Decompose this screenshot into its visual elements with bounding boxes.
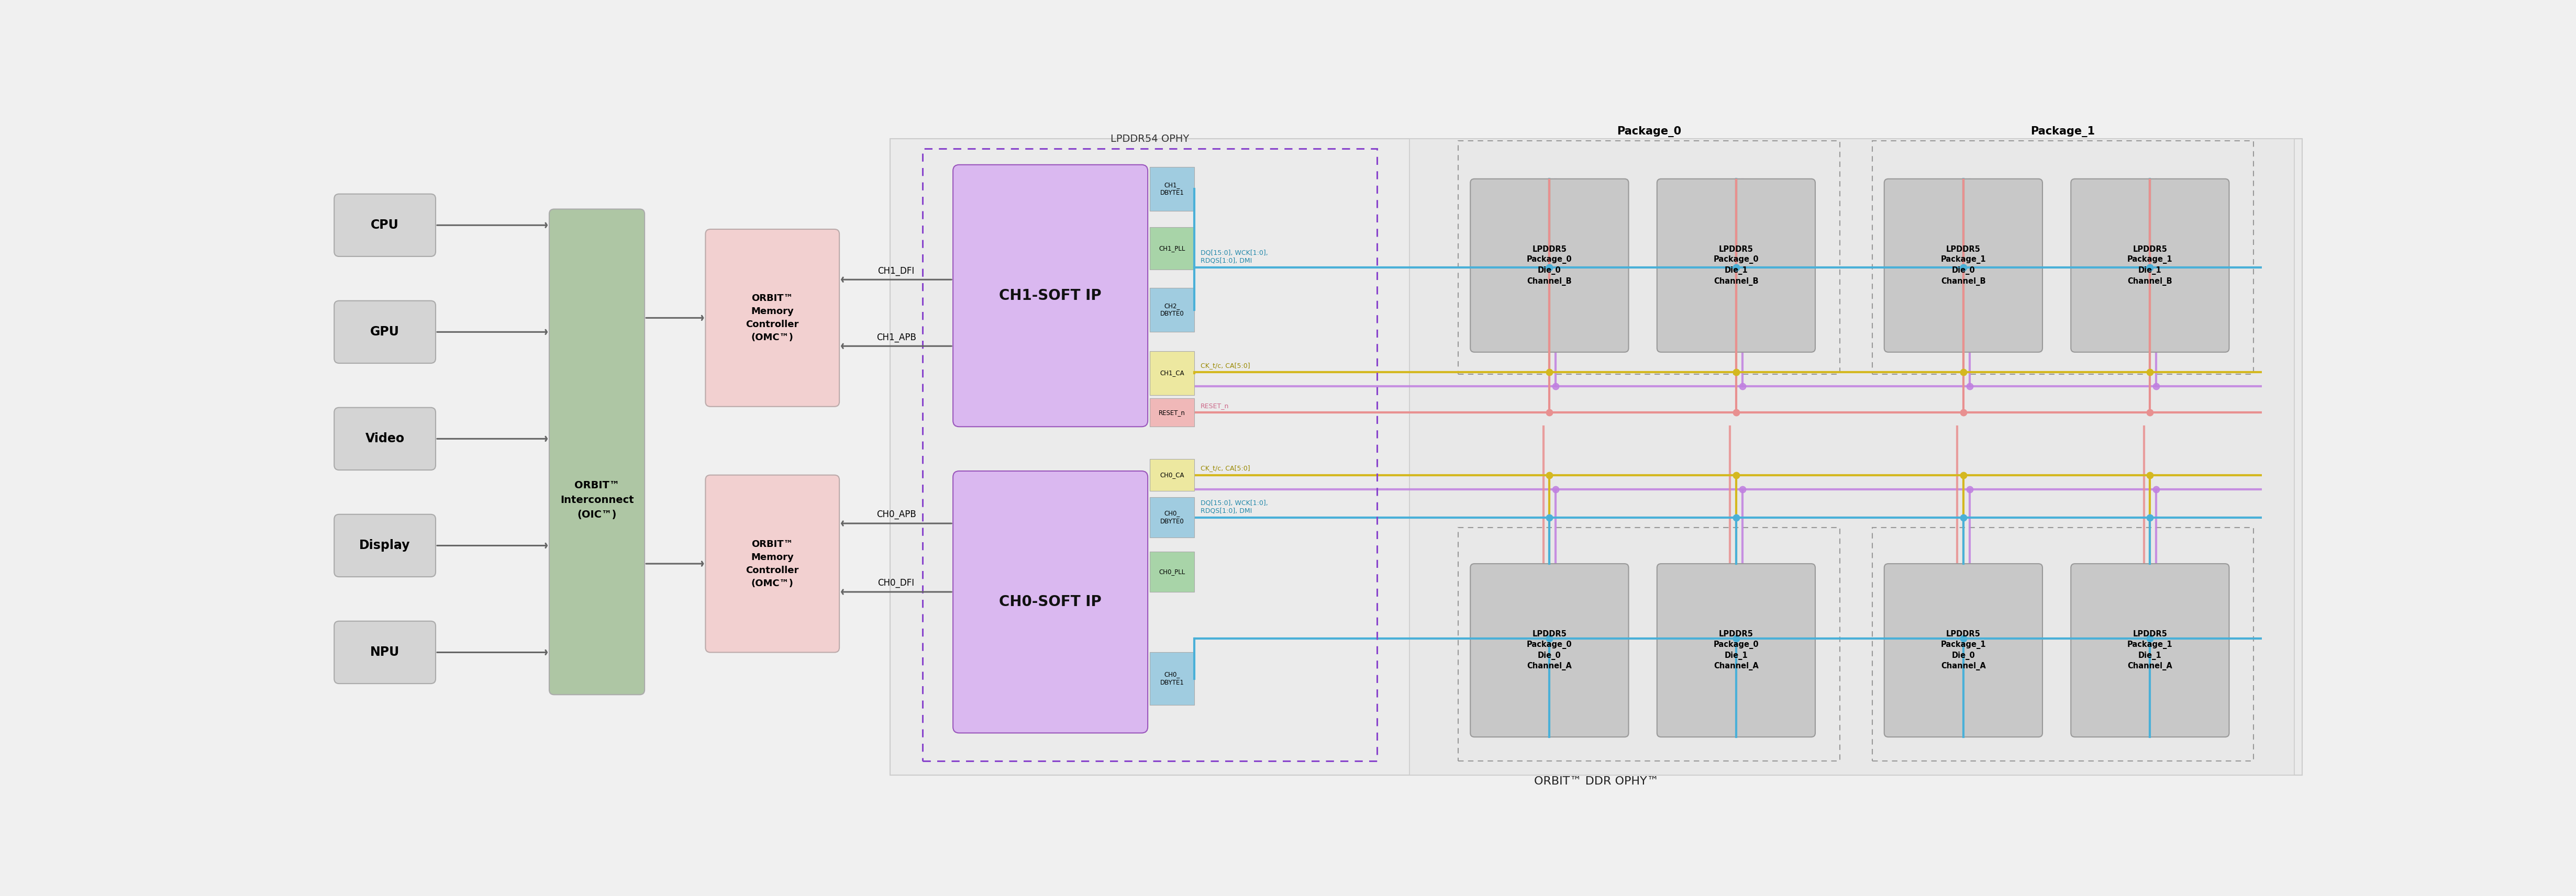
Text: ORBIT™
Memory
Controller
(OMC™): ORBIT™ Memory Controller (OMC™) (747, 539, 799, 588)
Text: ORBIT™
Interconnect
(OIC™): ORBIT™ Interconnect (OIC™) (559, 480, 634, 520)
Text: CH1-SOFT IP: CH1-SOFT IP (999, 289, 1103, 303)
FancyBboxPatch shape (549, 209, 644, 694)
Text: CPU: CPU (371, 219, 399, 231)
Text: ORBIT™
Memory
Controller
(OMC™): ORBIT™ Memory Controller (OMC™) (747, 294, 799, 342)
Bar (1149, 167, 1195, 211)
Text: CH2_
DBYTE0: CH2_ DBYTE0 (1159, 303, 1185, 317)
Text: CH0-SOFT IP: CH0-SOFT IP (999, 595, 1103, 609)
FancyBboxPatch shape (2071, 179, 2228, 352)
Text: CH1_DFI: CH1_DFI (878, 266, 914, 276)
FancyBboxPatch shape (1656, 564, 1816, 737)
Text: DQ[15:0], WCK[1:0],
RDQS[1:0], DMI: DQ[15:0], WCK[1:0], RDQS[1:0], DMI (1200, 499, 1267, 514)
Bar (1149, 497, 1195, 538)
Text: LPDDR5
Package_1
Die_0
Channel_A: LPDDR5 Package_1 Die_0 Channel_A (1940, 630, 1986, 670)
Text: CH0_CA: CH0_CA (1159, 471, 1185, 478)
Text: LPDDR5
Package_0
Die_1
Channel_A: LPDDR5 Package_0 Die_1 Channel_A (1713, 630, 1759, 670)
FancyBboxPatch shape (335, 301, 435, 363)
Text: CH1_APB: CH1_APB (876, 332, 917, 342)
Bar (1149, 399, 1195, 426)
Bar (1149, 228, 1195, 270)
Text: LPDDR5
Package_0
Die_1
Channel_B: LPDDR5 Package_0 Die_1 Channel_B (1713, 246, 1759, 286)
FancyBboxPatch shape (706, 475, 840, 652)
FancyBboxPatch shape (335, 621, 435, 684)
Bar (891, 139, 2303, 775)
Text: CH0_PLL: CH0_PLL (1159, 568, 1185, 575)
Text: LPDDR54 OPHY: LPDDR54 OPHY (1110, 134, 1190, 143)
Text: RESET_n: RESET_n (1159, 409, 1185, 416)
Text: Package_1: Package_1 (2030, 126, 2094, 137)
Text: LPDDR5
Package_0
Die_0
Channel_B: LPDDR5 Package_0 Die_0 Channel_B (1528, 246, 1571, 286)
FancyBboxPatch shape (706, 229, 840, 407)
FancyBboxPatch shape (1883, 564, 2043, 737)
Text: CH0_DFI: CH0_DFI (878, 579, 914, 588)
Text: LPDDR5
Package_0
Die_0
Channel_A: LPDDR5 Package_0 Die_0 Channel_A (1528, 630, 1571, 670)
FancyBboxPatch shape (1471, 179, 1628, 352)
FancyBboxPatch shape (953, 471, 1149, 733)
Bar (1149, 652, 1195, 705)
Text: CH1_CA: CH1_CA (1159, 370, 1185, 376)
FancyBboxPatch shape (335, 408, 435, 470)
Text: LPDDR5
Package_1
Die_1
Channel_B: LPDDR5 Package_1 Die_1 Channel_B (2128, 246, 2172, 286)
Text: CK_t/c, CA[5:0]: CK_t/c, CA[5:0] (1200, 362, 1249, 369)
Text: LPDDR5
Package_1
Die_0
Channel_B: LPDDR5 Package_1 Die_0 Channel_B (1940, 246, 1986, 286)
Text: NPU: NPU (371, 646, 399, 659)
FancyBboxPatch shape (335, 194, 435, 256)
Text: Video: Video (366, 433, 404, 445)
Text: Package_0: Package_0 (1618, 126, 1682, 137)
Text: CH1_PLL: CH1_PLL (1159, 245, 1185, 252)
Text: CH0_APB: CH0_APB (876, 510, 917, 520)
Text: ORBIT™ DDR OPHY™: ORBIT™ DDR OPHY™ (1533, 776, 1659, 787)
Text: Display: Display (361, 539, 410, 552)
Bar (1149, 552, 1195, 592)
Bar (1149, 459, 1195, 491)
Text: GPU: GPU (371, 326, 399, 339)
Text: CH0_
DBYTE0: CH0_ DBYTE0 (1159, 510, 1185, 525)
FancyBboxPatch shape (953, 165, 1149, 426)
Text: CH0_
DBYTE1: CH0_ DBYTE1 (1159, 671, 1185, 685)
FancyBboxPatch shape (335, 514, 435, 577)
Bar (1149, 288, 1195, 332)
FancyBboxPatch shape (1656, 179, 1816, 352)
Text: CH1_
DBYTE1: CH1_ DBYTE1 (1159, 182, 1185, 196)
Text: CK_t/c, CA[5:0]: CK_t/c, CA[5:0] (1200, 465, 1249, 472)
Text: DQ[15:0], WCK[1:0],
RDQS[1:0], DMI: DQ[15:0], WCK[1:0], RDQS[1:0], DMI (1200, 250, 1267, 264)
Bar (1149, 351, 1195, 395)
Text: RESET_n: RESET_n (1200, 402, 1229, 409)
FancyBboxPatch shape (1883, 179, 2043, 352)
Bar (1409, 139, 2295, 775)
FancyBboxPatch shape (2071, 564, 2228, 737)
Text: LPDDR5
Package_1
Die_1
Channel_A: LPDDR5 Package_1 Die_1 Channel_A (2128, 630, 2172, 670)
FancyBboxPatch shape (1471, 564, 1628, 737)
